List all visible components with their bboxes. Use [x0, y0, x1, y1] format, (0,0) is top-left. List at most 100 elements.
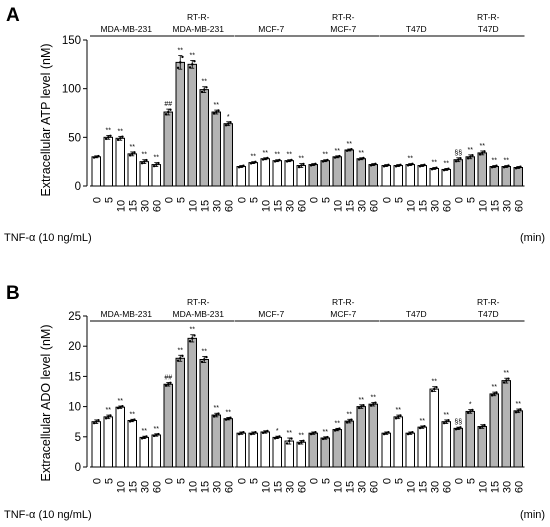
data-point — [357, 406, 361, 410]
data-point — [95, 155, 98, 158]
data-point — [382, 432, 386, 436]
group-label: MCF-7 — [330, 24, 356, 34]
significance-label: ** — [468, 147, 474, 154]
data-point — [350, 148, 353, 151]
x-tick-label: 5 — [103, 478, 115, 484]
bar — [139, 436, 149, 468]
x-tick-label: 10 — [260, 481, 272, 493]
bar — [175, 357, 185, 468]
x-tick-label: 10 — [115, 200, 127, 212]
bar — [368, 164, 378, 187]
data-point — [97, 154, 100, 158]
data-point — [254, 431, 257, 434]
bar — [175, 61, 185, 187]
bar — [236, 432, 246, 468]
data-point — [215, 110, 218, 114]
data-point — [469, 155, 472, 158]
significance-label: ** — [299, 432, 305, 439]
significance-label: ** — [275, 152, 281, 159]
x-tick-label: 10 — [332, 200, 344, 212]
data-point — [345, 421, 349, 424]
significance-label: ** — [335, 420, 341, 427]
data-point — [229, 120, 232, 124]
data-point — [92, 421, 96, 425]
data-point — [447, 419, 450, 422]
significance-label: ** — [504, 158, 510, 165]
data-point — [237, 166, 241, 169]
bar — [223, 418, 233, 468]
data-point — [104, 417, 108, 420]
data-point — [155, 433, 158, 437]
data-point — [276, 436, 279, 439]
bar — [115, 406, 125, 468]
data-point — [164, 384, 168, 387]
data-point — [266, 429, 269, 433]
data-point — [249, 432, 253, 436]
bar — [103, 416, 113, 468]
significance-label: ** — [142, 152, 148, 159]
data-point — [519, 165, 522, 168]
data-point — [152, 434, 156, 438]
x-tick-label: 60 — [296, 200, 308, 212]
data-point — [481, 425, 484, 428]
data-point — [140, 162, 144, 165]
data-point — [406, 164, 410, 167]
data-point — [128, 420, 132, 423]
data-point — [483, 150, 486, 153]
x-tick-label: 30 — [356, 481, 368, 493]
data-point — [297, 442, 301, 445]
data-point — [181, 55, 184, 59]
x-tick-label: 5 — [320, 478, 332, 484]
data-point — [478, 153, 482, 156]
data-point — [338, 154, 341, 158]
data-point — [254, 160, 257, 164]
bar — [344, 149, 354, 187]
y-tick-label: 0 — [75, 462, 81, 474]
data-point — [374, 401, 377, 404]
data-point — [314, 431, 317, 434]
data-point — [145, 158, 148, 162]
significance-label: ** — [190, 327, 196, 334]
x-tick-label: 15 — [344, 200, 356, 212]
data-point — [505, 379, 508, 382]
x-tick-label: 5 — [465, 478, 477, 484]
x-tick-label: 30 — [501, 200, 513, 212]
bar — [368, 403, 378, 468]
data-point — [109, 414, 112, 417]
data-point — [252, 161, 255, 164]
data-point — [302, 162, 305, 166]
data-point — [423, 424, 426, 428]
data-point — [399, 414, 402, 417]
data-point — [399, 163, 402, 166]
x-tick-label: 10 — [405, 200, 417, 212]
x-tick-label: 0 — [91, 197, 103, 203]
bar — [187, 63, 197, 187]
bar — [260, 158, 270, 187]
data-point — [360, 405, 363, 408]
y-tick-label: 50 — [68, 132, 81, 144]
data-point — [128, 154, 132, 157]
data-point — [107, 415, 110, 419]
panel-a: A Extracellular ATP level (nM) TNF-α (10… — [4, 5, 545, 244]
data-point — [157, 432, 160, 436]
x-tick-label: 0 — [381, 197, 393, 203]
data-point — [397, 415, 400, 419]
data-point — [372, 163, 375, 166]
data-point — [261, 431, 265, 435]
data-point — [435, 385, 438, 389]
data-point — [385, 164, 388, 167]
significance-label: ** — [432, 160, 438, 167]
significance-label: ** — [516, 401, 522, 408]
significance-label: ** — [335, 148, 341, 155]
x-tick-label: 60 — [441, 481, 453, 493]
significance-label: ## — [164, 101, 172, 108]
group-label: RT-R- — [332, 12, 355, 22]
data-point — [133, 151, 136, 154]
data-point — [505, 165, 508, 168]
significance-label: ** — [263, 150, 269, 157]
data-point — [212, 415, 216, 418]
data-point — [360, 157, 363, 160]
x-tick-label: 5 — [103, 197, 115, 203]
significance-label: ** — [142, 428, 148, 435]
